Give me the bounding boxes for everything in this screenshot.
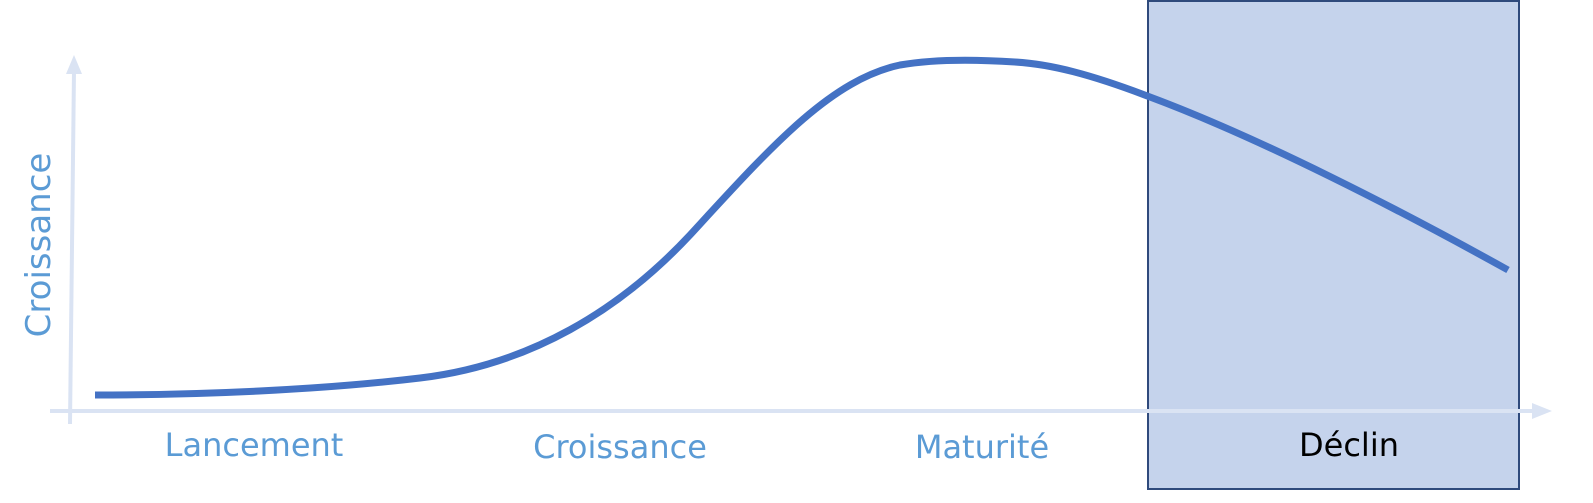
stage-label-lancement: Lancement: [165, 426, 344, 464]
y-axis-arrowhead: [66, 55, 82, 74]
y-axis-label: Croissance: [19, 153, 59, 338]
stage-label-croissance: Croissance: [533, 428, 707, 466]
stage-label-declin: Déclin: [1299, 426, 1399, 464]
x-axis-arrowhead: [1532, 403, 1552, 419]
lifecycle-curve: [94, 56, 1510, 399]
stage-label-maturite: Maturité: [915, 428, 1049, 466]
y-axis: [68, 69, 76, 425]
